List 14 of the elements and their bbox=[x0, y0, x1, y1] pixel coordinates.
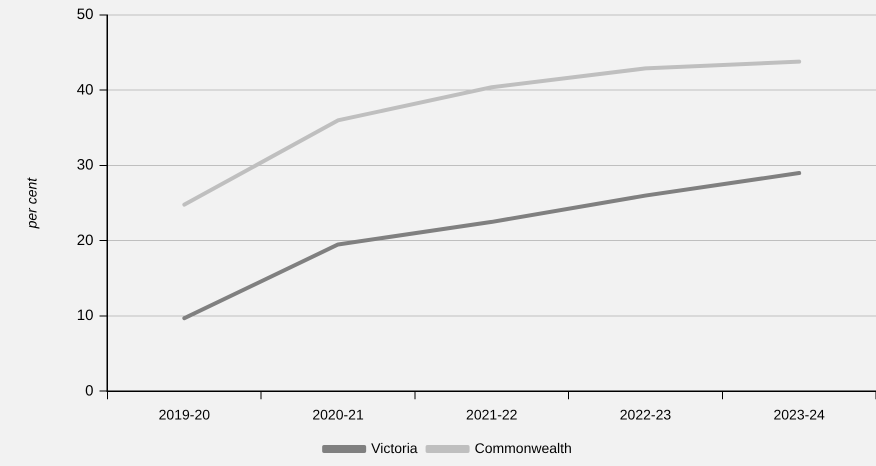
y-tick-label: 0 bbox=[85, 382, 94, 400]
x-tick-label: 2019-20 bbox=[158, 406, 210, 422]
y-tick-label: 50 bbox=[76, 6, 94, 24]
x-tick-label: 2020-21 bbox=[312, 406, 364, 422]
legend-label: Victoria bbox=[371, 440, 418, 456]
y-tick-label: 40 bbox=[76, 81, 94, 98]
legend-label: Commonwealth bbox=[474, 440, 572, 456]
y-axis-title: per cent bbox=[23, 176, 40, 230]
y-tick-label: 10 bbox=[76, 307, 94, 324]
y-tick-label: 20 bbox=[76, 232, 94, 249]
y-tick-label: 30 bbox=[76, 156, 94, 174]
x-tick-label: 2021-22 bbox=[466, 406, 518, 422]
x-tick-label: 2022-23 bbox=[620, 406, 672, 422]
x-tick-label: 2023-24 bbox=[773, 406, 826, 422]
